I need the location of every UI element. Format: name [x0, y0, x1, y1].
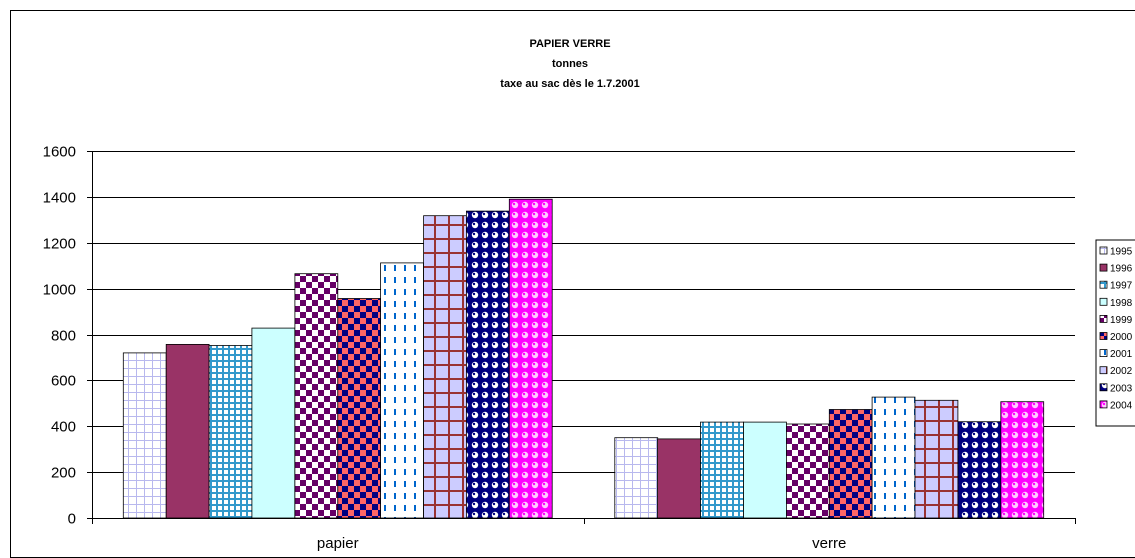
- legend-swatch-2000: [1099, 332, 1108, 340]
- bar-1995-verre: [614, 437, 659, 519]
- y-tick-label: 1000: [43, 282, 76, 299]
- bar-1997-papier: [208, 345, 253, 519]
- bars: [122, 198, 1045, 519]
- bar-1997-verre: [700, 421, 744, 519]
- bar-2003-verre: [957, 421, 1002, 519]
- legend-swatch-1996: [1099, 263, 1108, 272]
- bar-1998-verre: [743, 421, 787, 519]
- y-tick-label: 0: [68, 511, 76, 528]
- legend-swatch-2004: [1099, 400, 1108, 409]
- legend-label-1996: 1996: [1110, 264, 1133, 275]
- x-category-label: verre: [812, 535, 846, 552]
- bar-1998-papier: [251, 327, 296, 519]
- legend-label-1999: 1999: [1110, 315, 1133, 326]
- y-tick-label: 400: [51, 419, 76, 436]
- x-category-label: papier: [317, 535, 359, 552]
- bar-2001-papier: [380, 262, 424, 519]
- chart-title-line-3: taxe au sac dès le 1.7.2001: [500, 78, 639, 90]
- legend-label-2004: 2004: [1110, 400, 1133, 411]
- legend-swatch-1998: [1099, 297, 1108, 306]
- legend-swatch-2003: [1099, 383, 1108, 392]
- y-tick-label: 600: [51, 373, 76, 390]
- legend-label-1997: 1997: [1110, 281, 1133, 292]
- legend-label-2000: 2000: [1110, 332, 1133, 343]
- chart-title: PAPIER VERRE tonnes taxe au sac dès le 1…: [500, 38, 639, 90]
- legend-swatch-2002: [1099, 366, 1108, 375]
- bar-2003-papier: [465, 210, 510, 519]
- legend-label-2003: 2003: [1110, 383, 1133, 394]
- legend: 1995 1996 1997 1998 1999 2000 2001 2002 2003 2004: [1095, 239, 1135, 427]
- y-tick-label: 1400: [43, 190, 76, 207]
- bar-1996-papier: [165, 343, 210, 519]
- bar-1995-papier: [122, 352, 167, 519]
- bar-2002-papier: [423, 215, 467, 519]
- axes: 0 200 400 600 800 1000 1200 1400 1600 papier verre: [43, 144, 1076, 552]
- chart-title-line-1: PAPIER VERRE: [529, 38, 610, 50]
- y-tick-label: 1600: [43, 144, 76, 161]
- bar-2004-verre: [1000, 401, 1045, 519]
- legend-label-2002: 2002: [1110, 366, 1133, 377]
- bar-2001-verre: [871, 396, 916, 519]
- bar-1999-verre: [786, 423, 830, 519]
- chart-title-line-2: tonnes: [552, 58, 588, 70]
- y-tick-label: 800: [51, 328, 76, 345]
- legend-swatch-1997: [1099, 280, 1108, 289]
- bar-2002-verre: [914, 399, 959, 519]
- bar-1999-papier: [294, 273, 339, 519]
- legend-swatch-2001: [1099, 349, 1108, 358]
- bar-1996-verre: [657, 438, 701, 519]
- bar-2000-papier: [337, 298, 382, 519]
- legend-label-2001: 2001: [1110, 349, 1133, 360]
- y-tick-label: 1200: [43, 236, 76, 253]
- legend-label-1995: 1995: [1110, 247, 1133, 258]
- y-tick-label: 200: [51, 465, 76, 482]
- bar-2004-papier: [508, 198, 553, 519]
- legend-label-1998: 1998: [1110, 298, 1133, 309]
- legend-swatch-1995: [1099, 246, 1108, 255]
- bar-2000-verre: [828, 409, 873, 519]
- legend-swatch-1999: [1099, 314, 1108, 323]
